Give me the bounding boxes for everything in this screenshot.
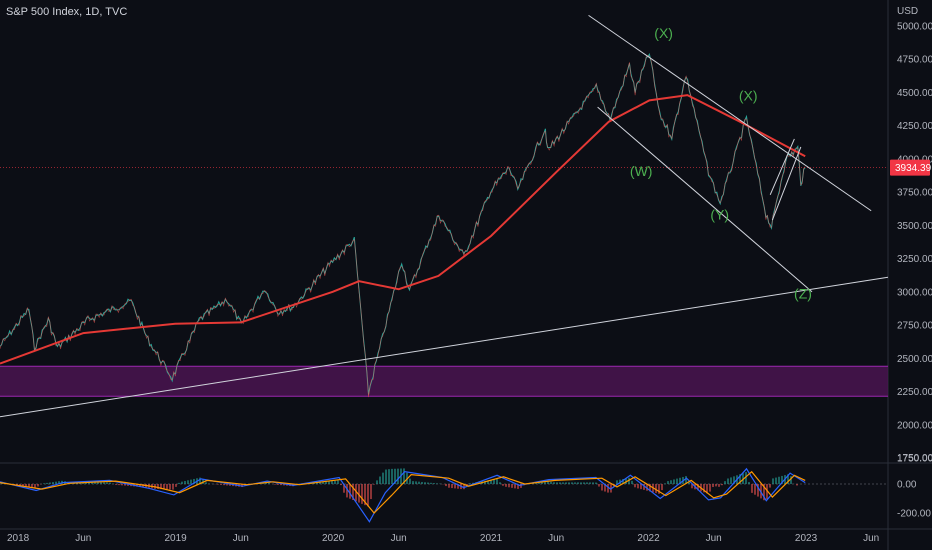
- trendline-2: [588, 14, 872, 212]
- signal-line: [0, 470, 806, 514]
- last-price-tag: [890, 159, 930, 176]
- price-series-down-candles: [0, 55, 806, 398]
- price-tick-label: 1750.00: [897, 454, 932, 465]
- wave-label-4: (X): [739, 87, 758, 103]
- trendline-4: [769, 138, 795, 196]
- wave-label-3: (Y): [710, 206, 729, 222]
- support-zone: [0, 365, 888, 397]
- trendline-5: [771, 146, 802, 221]
- price-tick-label: 2250.00: [897, 387, 932, 398]
- time-tick-label: Jun: [391, 533, 407, 544]
- support-zone-band: [0, 366, 888, 397]
- time-tick-label: Jun: [233, 533, 249, 544]
- wave-labels: (X) (W) (Y) (X) (Z): [630, 25, 812, 302]
- price-axis[interactable]: 5000.004750.004500.004250.004000.003750.…: [890, 22, 932, 520]
- price-pane: [0, 52, 888, 398]
- oscillator-tick-label: 0.00: [897, 480, 917, 491]
- price-tick-label: 3250.00: [897, 254, 932, 265]
- time-tick-label: 2020: [322, 533, 345, 544]
- trendline-1: [0, 276, 889, 418]
- oscillator-pane: [0, 467, 888, 523]
- price-tick-label: 3500.00: [897, 221, 932, 232]
- currency-label: USD: [897, 6, 919, 17]
- trendline-3: [597, 106, 813, 293]
- trendlines: [0, 14, 889, 418]
- oscillator-tick-label: -200.00: [897, 509, 931, 520]
- time-tick-label: Jun: [706, 533, 722, 544]
- time-tick-label: 2018: [7, 533, 30, 544]
- price-tick-label: 4250.00: [897, 121, 932, 132]
- time-tick-label: 2021: [480, 533, 503, 544]
- chart-title: S&P 500 Index, 1D, TVC: [6, 6, 128, 18]
- time-tick-label: 2022: [637, 533, 660, 544]
- price-tick-label: 3000.00: [897, 287, 932, 298]
- moving-average-line: [0, 94, 806, 365]
- macd-line: [0, 467, 806, 523]
- price-series: [0, 52, 806, 395]
- time-tick-label: 2023: [795, 533, 818, 544]
- last-price-tag-label: 3934.39: [895, 163, 932, 174]
- price-tick-label: 2000.00: [897, 420, 932, 431]
- time-tick-label: Jun: [75, 533, 91, 544]
- price-tick-label: 5000.00: [897, 22, 932, 33]
- price-tick-label: 4500.00: [897, 88, 932, 99]
- wave-label-1: (X): [654, 25, 673, 41]
- time-tick-label: 2019: [164, 533, 187, 544]
- price-tick-label: 2500.00: [897, 354, 932, 365]
- time-tick-label: Jun: [548, 533, 564, 544]
- price-tick-label: 2750.00: [897, 321, 932, 332]
- pane-top-label: 1750.00: [897, 453, 932, 464]
- time-tick-label: Jun: [863, 533, 879, 544]
- wave-label-5: (Z): [794, 285, 812, 301]
- time-axis[interactable]: 2018 Jun 2019 Jun 2020 Jun 2021 Jun 2022 Jun 2023 J…: [7, 533, 879, 544]
- price-tick-label: 3750.00: [897, 188, 932, 199]
- wave-label-2: (W): [630, 163, 653, 179]
- price-tick-label: 4750.00: [897, 55, 932, 66]
